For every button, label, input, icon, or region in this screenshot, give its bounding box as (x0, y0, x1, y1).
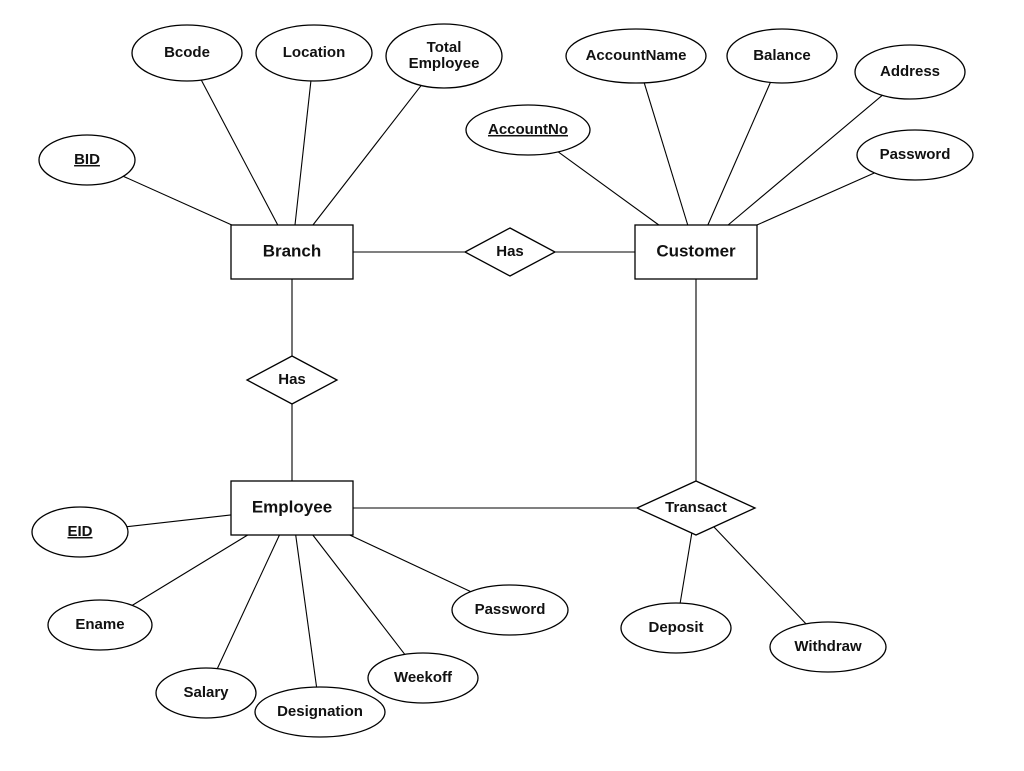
attribute-label-balance: Balance (753, 47, 811, 64)
attribute-label-eid: EID (67, 523, 92, 540)
attribute-label-bcode: Bcode (164, 44, 210, 61)
edge-attr-balance (708, 82, 771, 225)
relationship-label-has_be: Has (278, 371, 306, 388)
attribute-label-ename: Ename (75, 616, 124, 633)
attribute-label-accountno: AccountNo (488, 121, 568, 138)
edge-attr-bcode (201, 80, 277, 225)
edge-attr-location (295, 81, 311, 225)
relationship-label-transact: Transact (665, 499, 727, 516)
edge-attr-withdraw (714, 527, 806, 624)
attribute-label-withdraw: Withdraw (794, 638, 862, 655)
edge-attr-totalemp (313, 85, 421, 225)
entity-label-customer: Customer (656, 241, 736, 260)
relationship-label-has_bc: Has (496, 243, 524, 260)
entity-label-branch: Branch (263, 241, 322, 260)
attribute-label-location: Location (283, 44, 346, 61)
attribute-label-deposit: Deposit (648, 619, 703, 636)
attribute-label-weekoff: Weekoff (394, 669, 453, 686)
attribute-label-cpassword: Password (880, 146, 951, 163)
attribute-label-designation: Designation (277, 703, 363, 720)
edge-attr-designation (296, 535, 317, 687)
edge-attr-cpassword (757, 173, 875, 225)
edge-attr-accountname (644, 83, 688, 225)
edge-attr-deposit (680, 533, 692, 603)
edge-attr-accountno (558, 152, 659, 225)
er-diagram: Branch Customer Employee Has Has Transact BID B… (0, 0, 1024, 771)
edge-attr-epassword (350, 535, 471, 592)
attribute-label-salary: Salary (183, 684, 229, 701)
entity-label-employee: Employee (252, 497, 332, 516)
edge-attr-eid (127, 515, 231, 527)
edge-attr-ename (132, 535, 247, 605)
edge-attr-bid (123, 176, 231, 225)
edge-attr-salary (217, 535, 279, 669)
attribute-label-bid: BID (74, 151, 100, 168)
attribute-label-address: Address (880, 63, 940, 80)
attribute-label-epassword: Password (475, 601, 546, 618)
edge-attr-weekoff (313, 535, 405, 654)
attribute-label-accountname: AccountName (586, 47, 687, 64)
